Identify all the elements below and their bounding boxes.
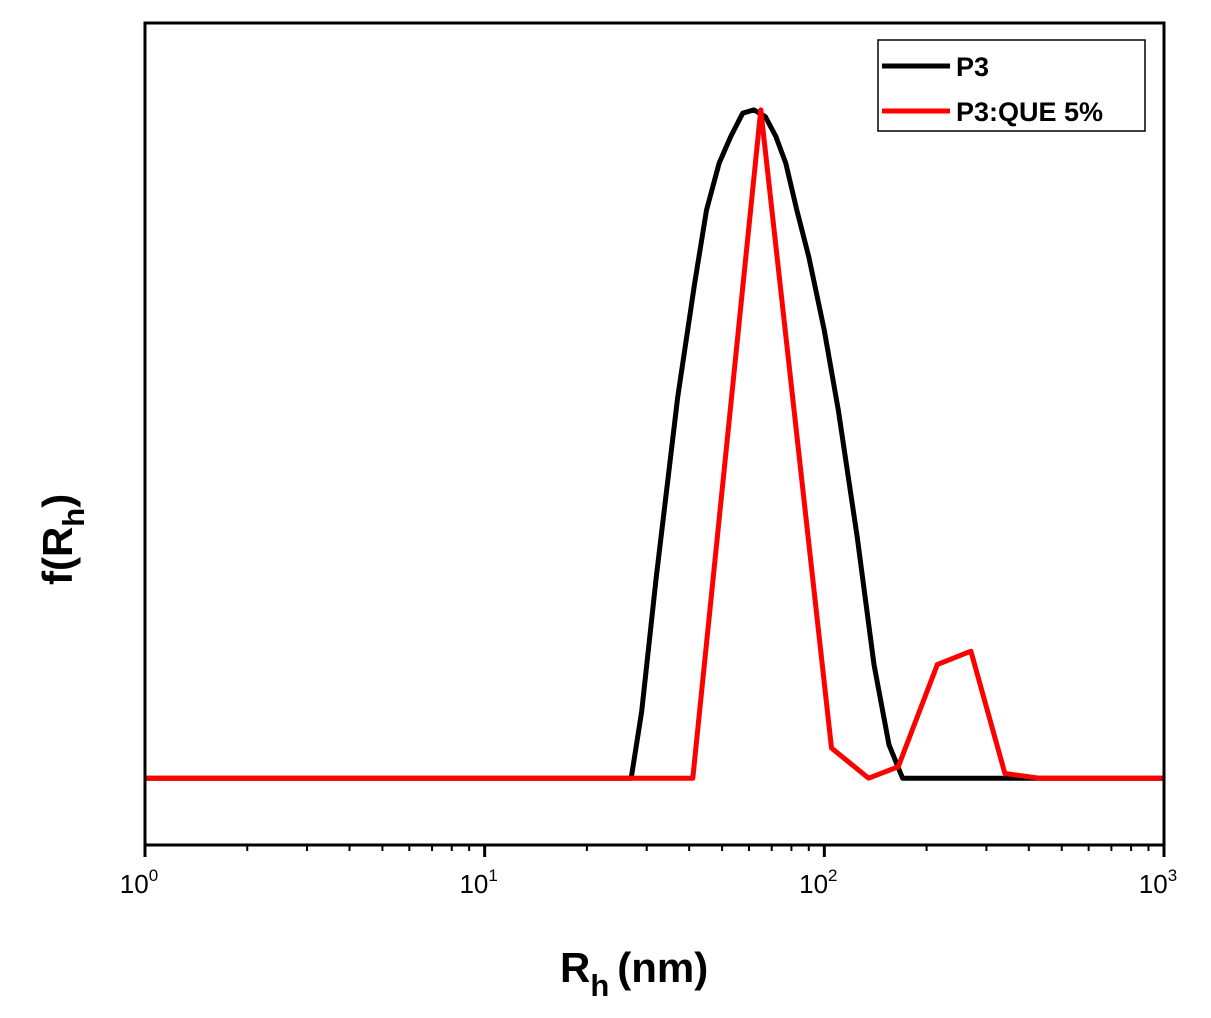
legend: P3 P3:QUE 5% (877, 39, 1146, 132)
series-line-p3-que-5 (145, 107, 1164, 781)
series-line-p3 (145, 107, 1164, 781)
plot-lines (145, 107, 1164, 781)
y-axis-title-group: f(Rh) (34, 494, 91, 585)
x-axis-title: Rh (nm) (560, 944, 708, 1003)
x-tick-label: 103 (1139, 866, 1177, 899)
x-tick-label: 100 (120, 866, 158, 899)
x-tick-label: 102 (799, 866, 837, 899)
legend-label-p3: P3 (956, 52, 989, 82)
legend-box (877, 39, 1146, 132)
x-axis-ticks: 100 101 102 103 (120, 845, 1177, 899)
plot-frame (143, 21, 1166, 847)
y-axis-title: f(Rh) (34, 494, 91, 585)
legend-label-p3-que: P3:QUE 5% (956, 97, 1103, 127)
x-tick-label: 101 (459, 866, 497, 899)
